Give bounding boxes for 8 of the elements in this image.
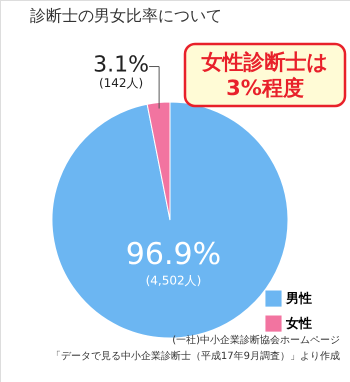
legend-label: 男性 <box>285 292 312 306</box>
legend-label: 女性 <box>285 316 312 332</box>
data-label: 96.9% (4,502人) <box>126 237 222 288</box>
data-label: 3.1% (142人) <box>93 52 150 90</box>
chart-title: 診断士の男女比率について <box>30 6 222 25</box>
text: 女性診断士は 3%程度 <box>200 50 328 100</box>
text: (一社)中小企業診断協会ホームページ <box>172 334 340 346</box>
text: 「データで見る中小企業診断士（平成17年9月調査）」より作成 <box>50 350 340 362</box>
